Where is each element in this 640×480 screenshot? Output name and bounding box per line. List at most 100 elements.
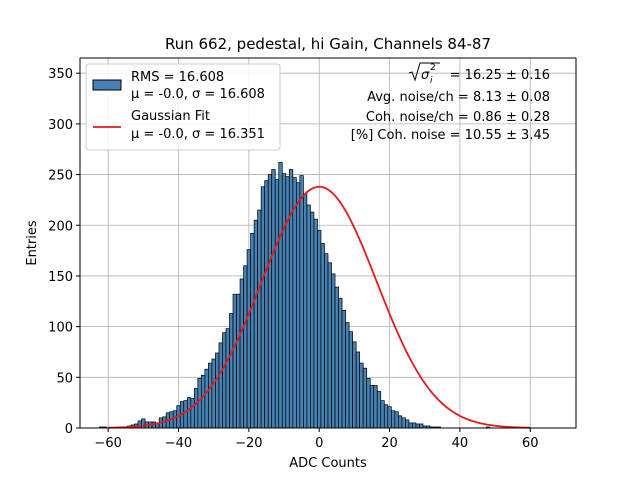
- histogram-bar: [408, 422, 413, 429]
- chart-title: Run 662, pedestal, hi Gain, Channels 84-…: [165, 35, 491, 53]
- x-tick-label: 60: [522, 436, 539, 451]
- histogram-bar: [222, 332, 227, 429]
- histogram-bar: [327, 262, 332, 429]
- histogram-bar: [324, 253, 329, 429]
- plot-frame: [79, 57, 577, 429]
- histogram-bar: [299, 175, 304, 429]
- y-axis-label: Entries: [25, 220, 40, 266]
- histogram-bar: [355, 351, 361, 429]
- histogram-bar: [172, 410, 178, 429]
- legend-rms-stats: μ = -0.0, σ = 16.608: [131, 87, 265, 102]
- legend-fit-label: Gaussian Fit: [131, 109, 210, 124]
- histogram-bar: [405, 419, 410, 429]
- histogram-bar: [341, 310, 346, 429]
- histogram-bar: [260, 186, 266, 429]
- sigma-superscript: 2: [430, 63, 436, 73]
- histogram-bar: [271, 169, 276, 429]
- histogram-bar: [208, 362, 213, 429]
- histogram-bar: [186, 397, 192, 429]
- histogram-bar: [190, 398, 195, 429]
- legend-rms-patch: [92, 79, 122, 91]
- histogram-bar: [246, 249, 251, 429]
- histogram-bar: [398, 415, 403, 429]
- y-tick-label: 150: [48, 270, 73, 285]
- histogram-bar: [236, 293, 241, 429]
- histogram-bar: [193, 388, 199, 429]
- histogram-bar: [366, 377, 371, 429]
- sigma-annotation: σ i 2 = 16.25 ± 0.16: [408, 62, 550, 86]
- avg-noise-text: Avg. noise/ch = 8.13 ± 0.08: [367, 90, 550, 105]
- histogram-bar: [295, 182, 301, 429]
- legend-frame: [85, 63, 281, 151]
- noise-annotations: σ i 2 = 16.25 ± 0.16 Avg. noise/ch = 8.1…: [351, 62, 550, 143]
- x-tick-label: −20: [235, 436, 262, 451]
- histogram-bar: [292, 177, 297, 429]
- histogram-bar: [380, 400, 385, 429]
- histogram-bar: [197, 377, 202, 429]
- histogram-bar: [387, 406, 392, 429]
- histogram-bar: [369, 385, 375, 429]
- y-tick-label: 200: [48, 219, 73, 234]
- histogram-bar: [359, 362, 364, 429]
- histogram-bar: [267, 174, 273, 429]
- x-tick-label: 20: [381, 436, 398, 451]
- histogram-bar: [338, 297, 343, 429]
- histogram-bar: [204, 368, 209, 429]
- histogram-bar: [215, 352, 220, 429]
- histogram-bar: [274, 179, 280, 429]
- histogram-bar: [415, 423, 420, 429]
- histogram-bar: [345, 322, 350, 429]
- histogram-bar: [334, 286, 339, 429]
- gaussian-fit-curve: [108, 185, 531, 429]
- histogram-bar: [285, 176, 290, 429]
- histogram-bar: [229, 313, 234, 429]
- histogram-bar: [419, 423, 424, 429]
- coh-noise-percent-text: [%] Coh. noise = 10.55 ± 3.45: [351, 128, 550, 143]
- histogram-bar: [243, 265, 248, 429]
- x-tick-label: −60: [94, 436, 121, 451]
- histogram-bar: [232, 293, 237, 429]
- coh-noise-text: Coh. noise/ch = 0.86 ± 0.28: [366, 110, 550, 125]
- histogram-bar: [264, 180, 269, 429]
- histogram-bar: [376, 391, 382, 429]
- histogram-bar: [211, 358, 216, 429]
- histogram-bar: [401, 417, 406, 429]
- legend-fit-stats: μ = -0.0, σ = 16.351: [131, 127, 265, 142]
- histogram-bar: [218, 342, 223, 429]
- x-tick-label: −40: [165, 436, 192, 451]
- histogram-bar: [390, 410, 396, 429]
- sigma-subscript: i: [430, 76, 433, 86]
- histogram-bar: [348, 331, 353, 429]
- legend: RMS = 16.608 μ = -0.0, σ = 16.608 Gaussi…: [85, 63, 281, 151]
- histogram-bar: [278, 162, 283, 429]
- histogram-bar: [373, 385, 378, 429]
- histogram-bar: [394, 411, 399, 429]
- histogram-bar: [239, 278, 244, 429]
- sqrt-sign: [408, 62, 440, 82]
- grid-lines: [80, 58, 576, 429]
- histogram-bar: [250, 233, 255, 429]
- y-tick-label: 250: [48, 169, 73, 184]
- histogram-bar: [183, 400, 188, 429]
- histogram-bar: [257, 209, 262, 429]
- histogram-bar: [303, 193, 308, 429]
- histogram-bar: [383, 404, 389, 429]
- histogram-bar: [201, 374, 206, 429]
- sigma-value: = 16.25 ± 0.16: [446, 68, 550, 83]
- histogram-bar: [281, 173, 287, 429]
- legend-rms-label: RMS = 16.608: [131, 70, 224, 85]
- y-tick-label: 350: [48, 67, 73, 82]
- histogram-bar: [253, 219, 258, 429]
- histogram-bar: [331, 273, 336, 429]
- y-tick-label: 300: [48, 118, 73, 133]
- x-tick-label: 0: [315, 436, 323, 451]
- x-tick-label: 40: [452, 436, 469, 451]
- x-axis-label: ADC Counts: [289, 456, 367, 471]
- histogram-bar: [313, 218, 318, 429]
- histogram-bar: [412, 422, 417, 429]
- histogram-bar: [352, 341, 357, 429]
- histogram-bar: [225, 328, 230, 429]
- histogram-bar: [362, 367, 368, 429]
- histogram-bar: [288, 169, 294, 429]
- histogram-bar: [310, 211, 315, 429]
